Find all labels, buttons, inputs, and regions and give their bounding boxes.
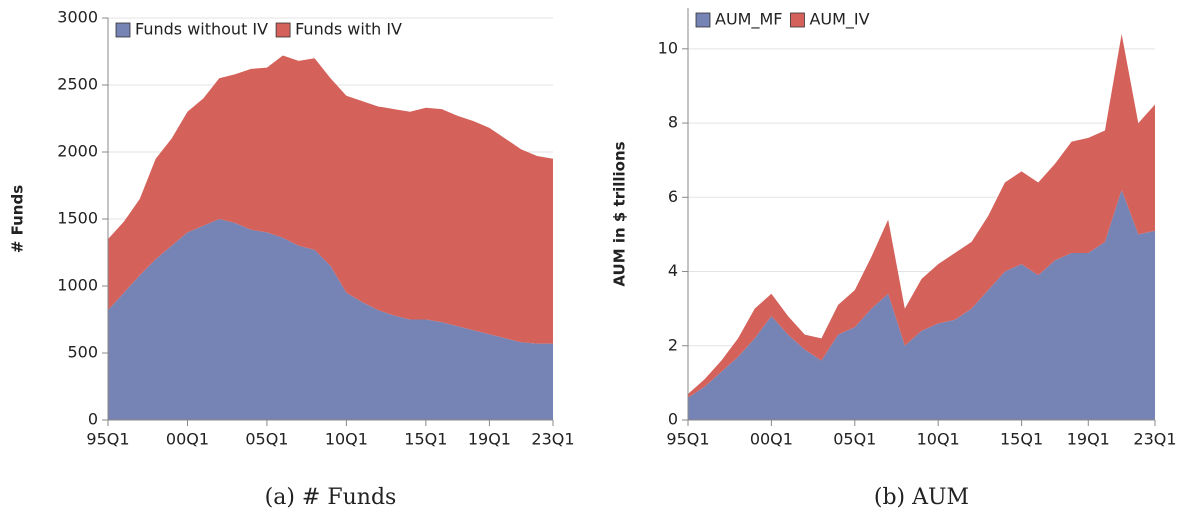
y-tick-label: 0 [88, 410, 98, 429]
y-axis-label: AUM in $ trillions [611, 141, 629, 286]
x-tick-label: 10Q1 [917, 430, 960, 449]
legend-label: Funds without IV [135, 20, 268, 39]
x-tick-label: 95Q1 [86, 430, 129, 449]
y-axis-label: # Funds [9, 185, 27, 253]
area [688, 33, 1155, 398]
y-tick-label: 2500 [57, 75, 98, 94]
legend-label: AUM_MF [715, 10, 782, 30]
x-tick-label: 05Q1 [833, 430, 876, 449]
y-tick-label: 6 [668, 187, 678, 206]
x-tick-label: 19Q1 [1067, 430, 1110, 449]
y-tick-label: 1500 [57, 209, 98, 228]
legend-label: AUM_IV [809, 10, 869, 30]
area [108, 219, 553, 420]
x-tick-label: 00Q1 [166, 430, 209, 449]
x-tick-label: 23Q1 [531, 430, 574, 449]
legend-swatch [695, 12, 711, 28]
y-tick-label: 0 [668, 410, 678, 429]
legend-swatch [275, 22, 291, 38]
x-tick-label: 10Q1 [325, 430, 368, 449]
x-tick-label: 15Q1 [404, 430, 447, 449]
y-tick-label: 8 [668, 113, 678, 132]
x-tick-label: 19Q1 [468, 430, 511, 449]
y-tick-label: 2000 [57, 142, 98, 161]
caption: (a) # Funds [265, 485, 397, 510]
y-tick-label: 10 [658, 38, 678, 57]
y-tick-label: 2 [668, 335, 678, 354]
y-tick-label: 1000 [57, 276, 98, 295]
y-tick-label: 3000 [57, 8, 98, 27]
legend-swatch [790, 12, 805, 28]
legend-swatch [115, 22, 131, 38]
x-tick-label: 23Q1 [1133, 430, 1176, 449]
x-tick-label: 00Q1 [750, 430, 793, 449]
area [688, 189, 1155, 420]
y-tick-label: 500 [67, 343, 98, 362]
x-tick-label: 95Q1 [666, 430, 709, 449]
area [108, 55, 553, 344]
x-tick-label: 15Q1 [1000, 430, 1043, 449]
y-tick-label: 4 [668, 261, 678, 280]
legend-label: Funds with IV [295, 20, 402, 39]
caption: (b) AUM [874, 485, 969, 510]
x-tick-label: 05Q1 [245, 430, 288, 449]
